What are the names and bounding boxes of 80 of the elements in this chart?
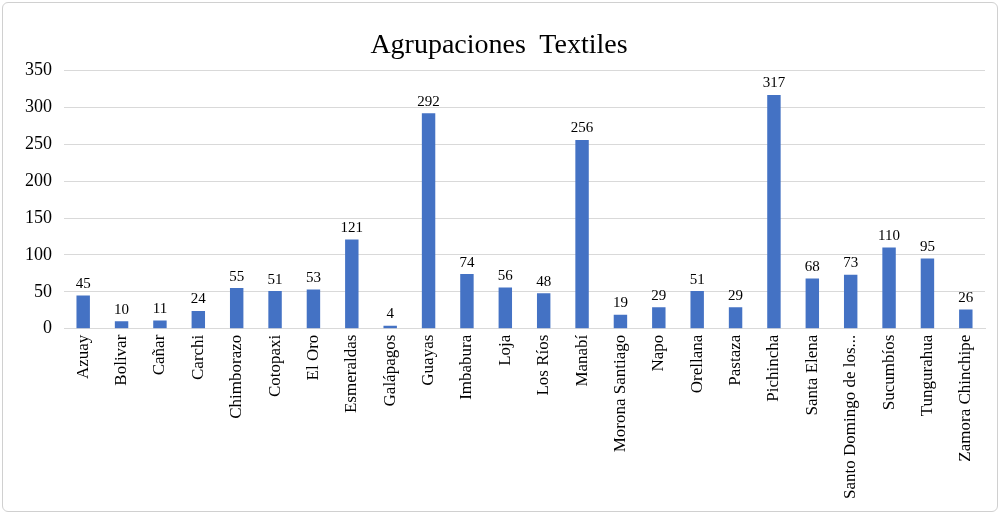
bar (345, 239, 359, 329)
bar (767, 94, 781, 329)
bar (613, 314, 628, 329)
x-tick-label: El Oro (302, 334, 322, 381)
data-label: 68 (804, 257, 820, 274)
bar (959, 309, 973, 329)
bar (843, 274, 858, 329)
data-label: 51 (689, 270, 705, 287)
bar (575, 139, 589, 329)
bar (728, 307, 743, 329)
data-label: 4 (386, 305, 395, 322)
data-label: 11 (152, 300, 168, 316)
data-label: 292 (417, 92, 440, 109)
data-label: 110 (878, 227, 901, 243)
data-label: 121 (340, 218, 364, 235)
x-tick-label: Guayas (418, 334, 438, 386)
data-label: 317 (762, 74, 786, 91)
y-tick-label: 300 (25, 96, 52, 117)
bar (268, 291, 282, 329)
data-label: 256 (570, 119, 594, 136)
x-tick-label: Cañar (149, 334, 169, 376)
bar (153, 320, 167, 329)
bar (498, 287, 513, 329)
data-label: 26 (958, 288, 974, 305)
bar (114, 321, 129, 329)
bar (460, 274, 474, 329)
data-label: 51 (267, 270, 283, 287)
x-tick-label: Napo (648, 334, 668, 372)
data-label: 45 (75, 274, 91, 291)
data-label: 19 (612, 294, 628, 311)
x-tick-label: Cotopaxi (264, 334, 284, 398)
y-tick-label: 350 (25, 59, 52, 80)
bar (229, 288, 244, 329)
y-tick-label: 100 (25, 243, 52, 264)
data-label: 74 (459, 253, 475, 270)
data-label: 10 (114, 300, 130, 317)
bar (805, 278, 820, 329)
x-tick-label: Galápagos (379, 334, 399, 407)
chart-title: Agrupaciones Textiles (370, 28, 628, 60)
x-tick-label: Pichincha (763, 334, 783, 402)
bar (421, 113, 436, 329)
data-label: 48 (536, 272, 552, 289)
data-label: 24 (190, 290, 207, 307)
x-tick-label: Pastaza (725, 334, 745, 386)
y-tick-label: 0 (43, 317, 52, 338)
bar (920, 258, 935, 329)
x-tick-label: Chimborazo (226, 334, 246, 419)
y-tick-label: 200 (25, 169, 52, 190)
x-tick-label: Santa Elena (801, 334, 821, 416)
x-tick-label: Zamora Chinchipe (955, 334, 975, 462)
x-tick-label: Tungurahua (916, 334, 936, 417)
bar (652, 307, 666, 329)
bar (191, 310, 206, 329)
x-tick-label: Esmeraldas (341, 334, 361, 414)
data-label: 53 (305, 269, 321, 286)
data-label: 95 (919, 238, 935, 255)
x-tick-label: Carchi (187, 334, 207, 380)
x-tick-label: Orellana (686, 334, 706, 394)
bar (306, 289, 321, 329)
y-tick-label: 150 (25, 206, 52, 227)
bar (690, 291, 704, 329)
x-tick-label: Bolivar (111, 334, 131, 386)
x-tick-label: Los Ríos (533, 334, 553, 396)
data-label: 29 (728, 286, 744, 303)
x-tick-label: Azuay (72, 334, 92, 380)
y-tick-label: 250 (25, 133, 52, 154)
bar (882, 247, 896, 329)
bar (536, 293, 551, 329)
x-tick-label: Santo Domingo de los... (840, 334, 860, 500)
x-tick-label: Sucumbíos (878, 334, 898, 411)
x-tick-label: Imbabura (456, 334, 476, 400)
data-label: 56 (497, 266, 514, 283)
bar (76, 295, 90, 329)
x-tick-label: Loja (494, 334, 514, 366)
data-label: 55 (229, 267, 245, 284)
y-tick-label: 50 (34, 280, 52, 301)
x-tick-label: Manabí (571, 334, 591, 387)
data-label: 29 (651, 286, 667, 303)
x-tick-label: Morona Santiago (609, 334, 629, 453)
data-label: 73 (843, 254, 859, 271)
